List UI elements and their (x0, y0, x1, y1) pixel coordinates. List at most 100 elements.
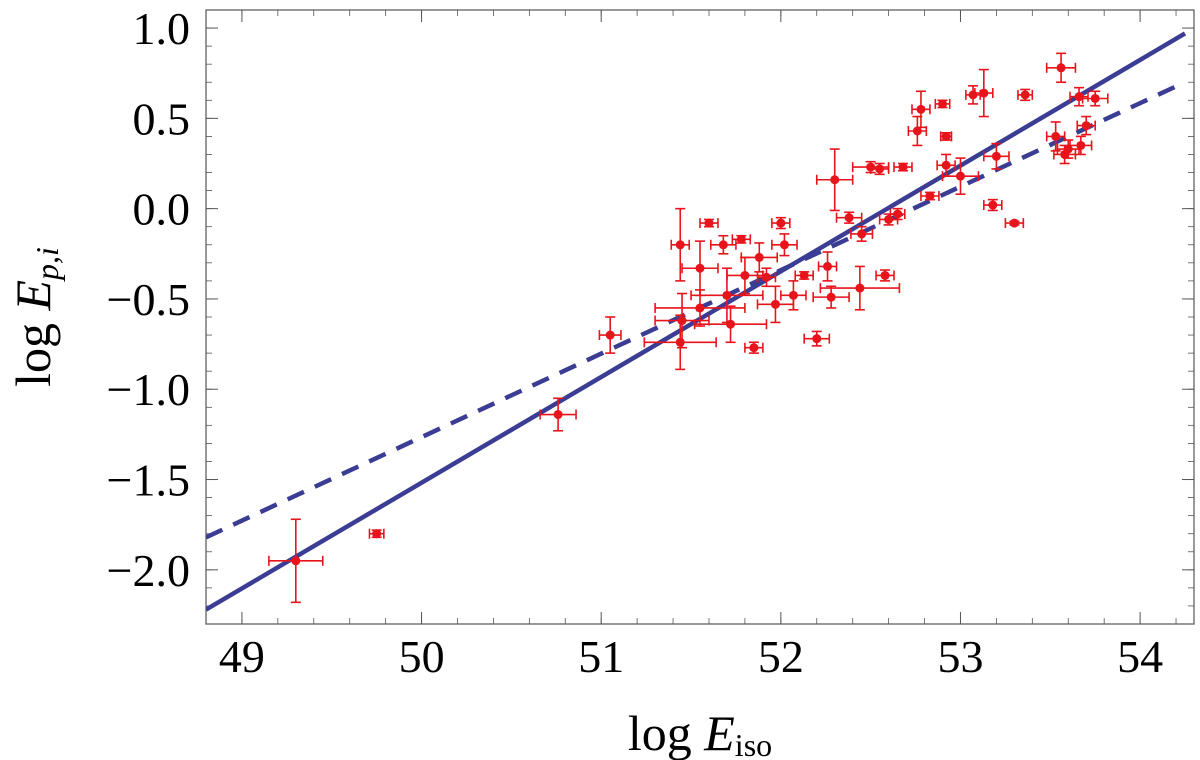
data-marker (880, 270, 890, 280)
data-point (920, 191, 940, 202)
data-point (893, 162, 913, 173)
data-marker (916, 104, 926, 114)
data-marker (726, 319, 736, 329)
x-tick-label: 53 (937, 631, 983, 682)
data-point (756, 285, 795, 324)
axis-ticks (205, 9, 1194, 625)
data-marker (722, 290, 732, 300)
data-point (794, 270, 814, 281)
data-point (911, 90, 931, 129)
data-marker (718, 240, 728, 250)
x-tick-label: 50 (399, 631, 445, 682)
data-point (780, 280, 807, 311)
x-axis-label: log Eiso (628, 705, 772, 760)
data-marker (941, 131, 951, 141)
data-marker (830, 175, 840, 185)
y-tick-labels: 1.0 0.5 0.0 −0.5 −1.0 −1.5 −2.0 (107, 3, 190, 596)
data-point (803, 330, 831, 347)
data-point (1017, 88, 1034, 102)
data-marker (844, 213, 854, 223)
data-point (744, 341, 764, 354)
data-point (817, 251, 838, 282)
data-marker (875, 164, 885, 174)
data-marker (675, 240, 685, 250)
data-marker (823, 261, 833, 271)
x-tick-label: 49 (219, 631, 265, 682)
data-point (1045, 52, 1077, 84)
x-tick-labels: 49 50 51 52 53 54 (219, 631, 1163, 682)
y-tick-label: −2.0 (107, 545, 190, 596)
data-point (819, 265, 901, 311)
data-point (539, 397, 577, 432)
data-marker (291, 556, 301, 566)
data-marker (776, 218, 786, 228)
data-point (771, 233, 798, 257)
data-point (1004, 218, 1025, 229)
data-point (941, 157, 980, 195)
data-point (965, 85, 982, 105)
data-marker (677, 316, 687, 326)
data-marker (1074, 92, 1084, 102)
data-point (850, 225, 874, 242)
data-marker (898, 162, 908, 172)
x-tick-label: 51 (578, 631, 624, 682)
data-point (974, 68, 994, 118)
data-point (681, 240, 719, 297)
data-marker (1009, 218, 1019, 228)
data-point (983, 198, 1003, 212)
data-marker (988, 200, 998, 210)
data-marker (372, 529, 382, 539)
data-point (740, 242, 779, 273)
data-marker (941, 160, 951, 170)
data-point (368, 528, 385, 539)
data-point (812, 285, 850, 309)
data-point (907, 115, 928, 147)
data-marker (1020, 90, 1030, 100)
data-marker (991, 151, 1001, 161)
data-marker (912, 126, 922, 136)
y-tick-label: 1.0 (133, 3, 191, 54)
data-marker (1056, 63, 1066, 73)
y-tick-label: −1.5 (107, 455, 190, 506)
data-point (1069, 135, 1093, 156)
data-point (983, 142, 1010, 170)
data-marker (749, 343, 759, 353)
data-marker (857, 229, 867, 239)
data-point (835, 211, 863, 224)
data-point (869, 162, 890, 176)
data-point (771, 216, 791, 230)
data-point (1045, 121, 1066, 152)
data-point (756, 267, 777, 288)
y-tick-label: 0.5 (133, 93, 191, 144)
data-point (889, 207, 906, 221)
data-marker (938, 99, 948, 109)
y-tick-label: −1.0 (107, 364, 190, 415)
data-point (268, 518, 324, 604)
data-marker (893, 209, 903, 219)
dashed-fit-line (206, 80, 1186, 540)
data-point (709, 234, 737, 255)
data-marker (979, 88, 989, 98)
data-marker (799, 270, 809, 280)
data-marker (605, 330, 615, 340)
y-tick-label: 0.0 (133, 184, 191, 235)
data-marker (812, 334, 822, 344)
data-point (731, 234, 752, 245)
data-marker (695, 263, 705, 273)
solid-fit-line (206, 31, 1187, 612)
data-point (875, 269, 895, 282)
data-marker (855, 283, 865, 293)
data-marker (826, 292, 836, 302)
x-tick-label: 54 (1117, 631, 1163, 682)
data-marker (675, 337, 685, 347)
data-point (693, 305, 768, 344)
data-marker (884, 214, 894, 224)
data-point (934, 98, 951, 109)
data-marker (955, 171, 965, 181)
data-point (598, 316, 622, 354)
data-point (939, 131, 953, 142)
data-marker (761, 272, 771, 282)
data-point (1081, 90, 1109, 107)
data-point (643, 314, 717, 371)
